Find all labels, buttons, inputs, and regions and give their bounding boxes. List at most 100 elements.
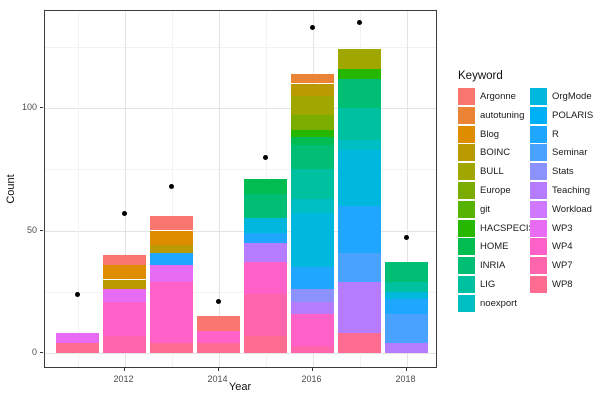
- legend-swatch-Blog: [458, 125, 475, 143]
- legend-label-Teaching: Teaching: [552, 185, 591, 196]
- gridline-major-y0: [45, 353, 436, 354]
- gridline-x-2014: [218, 11, 220, 367]
- gridline-minor-y125: [45, 46, 436, 48]
- bar-2013-segment-WP8: [150, 343, 193, 353]
- bar-2018-segment-R: [385, 299, 428, 314]
- legend-swatch-WP8: [530, 276, 547, 293]
- bar-2014-segment-WP4: [197, 330, 240, 344]
- bar-2016-segment-BULL: [291, 95, 334, 116]
- bar-2015-segment-WP8: [244, 335, 287, 353]
- bar-2018-segment-LIG: [385, 281, 428, 292]
- legend-swatch-git: [458, 200, 475, 218]
- gridline-minor-y25: [45, 291, 436, 293]
- bar-2016-segment-WP4: [291, 313, 334, 346]
- point-2011: [75, 291, 80, 297]
- bar-2017-segment-noexport: [338, 139, 381, 150]
- legend-swatch-BOINC: [458, 144, 475, 162]
- legend-label-INRIA: INRIA: [480, 260, 506, 272]
- y-tick-50: [40, 229, 43, 231]
- bar-2017-segment-INRIA: [338, 78, 381, 108]
- bar-2016-segment-HOME: [291, 137, 334, 145]
- legend-label-Workload: Workload: [552, 203, 592, 215]
- legend-label-BOINC: BOINC: [480, 147, 511, 159]
- y-tick-label-100: 100: [21, 102, 37, 112]
- bar-2012-segment-Blog: [103, 264, 146, 280]
- legend-label-WP4: WP4: [552, 241, 573, 253]
- bar-2012-segment-WP4: [103, 301, 146, 336]
- bar-2016-segment-INRIA: [291, 144, 334, 170]
- bar-2018-segment-INRIA: [385, 262, 428, 282]
- legend-swatch-BULL: [458, 163, 475, 181]
- gridline-x-2018: [406, 11, 408, 367]
- point-2018: [404, 235, 409, 241]
- x-tick-2016: [311, 368, 313, 371]
- x-tick-label-2012: 2012: [113, 374, 134, 384]
- bar-2012-segment-WP3: [103, 289, 146, 302]
- bar-2016-segment-Europe: [291, 115, 334, 131]
- y-tick-label-0: 0: [31, 347, 37, 357]
- legend-swatch-autotuning: [458, 106, 475, 124]
- gridline-x-2013: [171, 11, 173, 367]
- bar-2016-segment-WP7: [291, 345, 334, 353]
- x-tick-2014: [217, 368, 219, 371]
- legend-label-HACSPECIS: HACSPECIS: [480, 222, 535, 234]
- bar-2015-segment-WP7: [244, 294, 287, 336]
- y-axis-title: Count: [5, 174, 17, 204]
- bar-2017-segment-Teaching: [338, 281, 381, 334]
- bar-2011-segment-WP3: [56, 333, 99, 344]
- bar-2016-segment-LIG: [291, 169, 334, 199]
- gridline-x-2012: [124, 11, 126, 367]
- bar-2016-segment-Teaching: [291, 301, 334, 314]
- legend-label-BULL: BULL: [480, 166, 504, 178]
- bar-2014-segment-WP8: [197, 343, 240, 353]
- bar-2017-segment-R: [338, 206, 381, 253]
- bar-2017-segment-HACSPECIS: [338, 68, 381, 79]
- legend-swatch-OrgMode: [530, 88, 547, 105]
- x-tick-label-2014: 2014: [207, 374, 228, 384]
- legend-label-WP7: WP7: [552, 260, 573, 272]
- point-2012: [122, 210, 127, 216]
- legend-label-WP3: WP3: [552, 222, 573, 234]
- legend-label-Stats: Stats: [552, 166, 574, 178]
- plot-panel: [44, 10, 437, 368]
- legend-swatch-POLARIS: [530, 106, 547, 124]
- bar-2017-segment-LIG: [338, 108, 381, 140]
- bar-2012-segment-WP7: [103, 335, 146, 353]
- legend-label-LIG: LIG: [480, 279, 496, 290]
- bar-2013-segment-Blog: [150, 230, 193, 246]
- x-tick-label-2016: 2016: [301, 374, 322, 384]
- legend-swatch-WP4: [530, 238, 547, 256]
- x-tick-2012: [123, 368, 125, 371]
- legend-label-POLARIS: POLARIS: [552, 109, 594, 121]
- bar-2017-segment-OrgMode: [338, 149, 381, 206]
- point-2016: [310, 24, 315, 30]
- legend-label-git: git: [480, 203, 491, 215]
- y-tick-0: [40, 352, 43, 353]
- legend-label-Seminar: Seminar: [552, 147, 588, 159]
- bar-2015-segment-R: [244, 232, 287, 243]
- gridline-major-y100: [45, 108, 436, 109]
- bar-2012-segment-BOINC: [103, 279, 146, 290]
- bar-2015-segment-HOME: [244, 179, 287, 194]
- gridline-major-y50: [45, 230, 436, 232]
- y-tick-label-50: 50: [26, 224, 37, 235]
- bar-2017-segment-Seminar: [338, 252, 381, 282]
- legend-label-HOME: HOME: [480, 241, 509, 253]
- bar-2014-segment-Argonne: [197, 316, 240, 331]
- legend-label-autotuning: autotuning: [480, 109, 525, 121]
- legend-label-R: R: [552, 128, 559, 140]
- x-tick-2018: [405, 368, 407, 371]
- bar-2015-segment-INRIA: [244, 193, 287, 219]
- legend-label-Argonne: Argonne: [480, 91, 516, 102]
- legend-swatch-Stats: [530, 163, 547, 181]
- legend-swatch-WP7: [530, 257, 547, 275]
- legend-swatch-INRIA: [458, 257, 475, 275]
- bar-2016-segment-autotuning: [291, 73, 334, 84]
- legend-swatch-LIG: [458, 276, 475, 293]
- legend-title: Keyword: [458, 70, 503, 82]
- bar-2017-segment-BULL: [338, 49, 381, 69]
- legend-swatch-Workload: [530, 200, 547, 218]
- legend-swatch-HOME: [458, 238, 475, 256]
- bar-2015-segment-Teaching: [244, 242, 287, 263]
- bar-2016-segment-BOINC: [291, 83, 334, 96]
